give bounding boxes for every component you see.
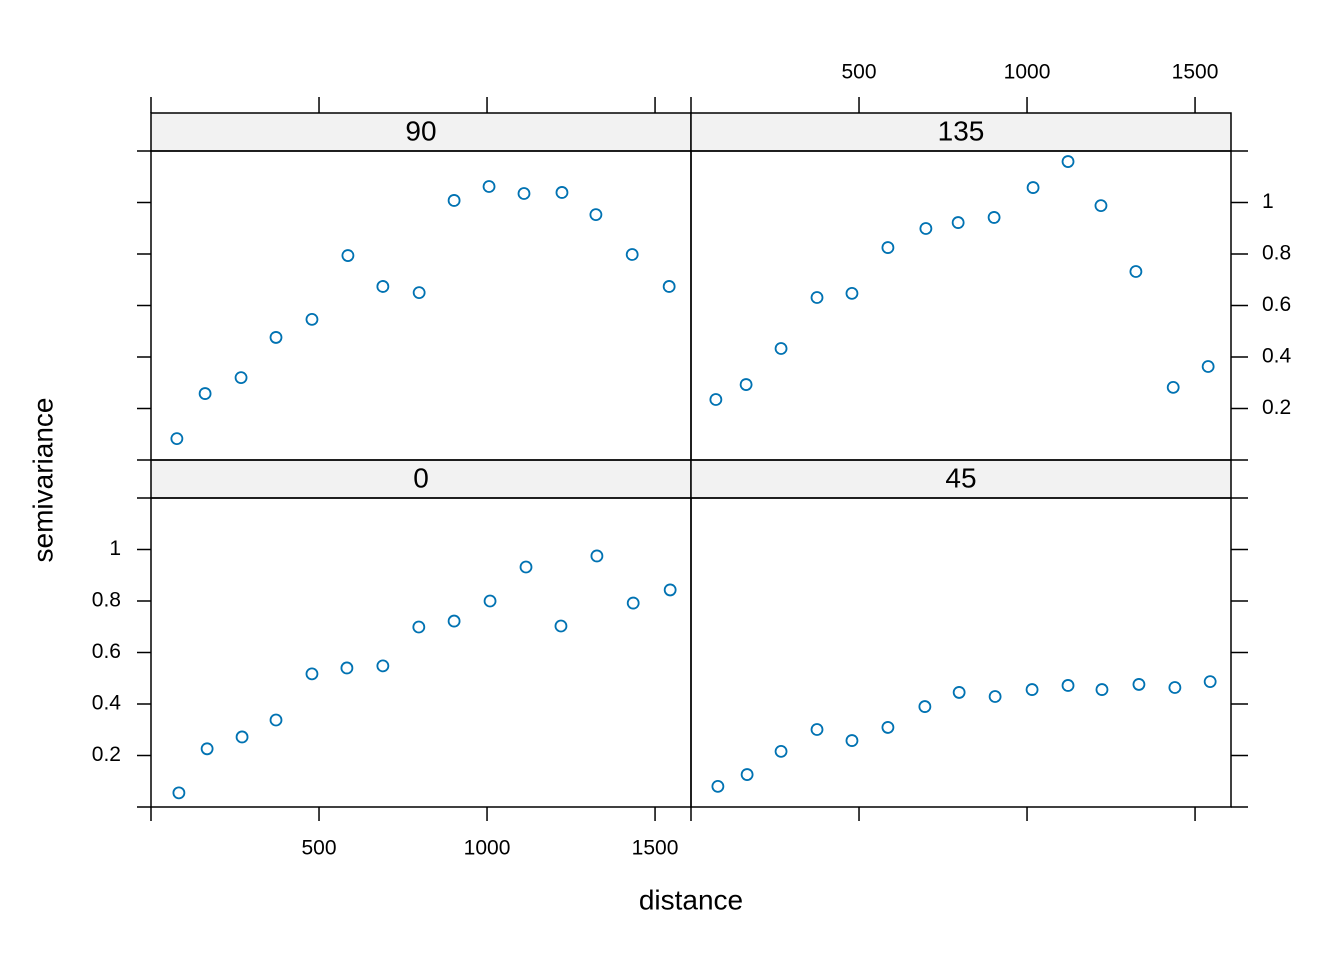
strip <box>150 112 692 152</box>
panel <box>690 150 1232 461</box>
point <box>1025 683 1039 696</box>
x-tick-label: 1000 <box>464 837 511 860</box>
panel <box>150 497 692 808</box>
y-tick-label: 0.2 <box>1262 396 1291 419</box>
point <box>1129 265 1143 278</box>
point <box>447 614 461 628</box>
point <box>554 619 568 633</box>
x-tick-label: 1000 <box>1004 61 1051 84</box>
x-tick-label: 500 <box>841 61 876 84</box>
point <box>305 313 319 326</box>
point <box>172 786 186 800</box>
point <box>663 583 677 597</box>
y-tick-label: 0.4 <box>1262 345 1292 368</box>
point <box>711 780 725 793</box>
point <box>951 216 965 229</box>
strip <box>690 112 1232 152</box>
point <box>774 744 788 758</box>
point <box>918 700 932 713</box>
panel-title: 45 <box>945 462 976 493</box>
point <box>305 667 319 681</box>
point <box>234 371 248 385</box>
y-tick-label: 1 <box>1262 190 1274 213</box>
x-tick-label: 1500 <box>632 837 679 860</box>
point <box>1203 675 1217 688</box>
panel-title: 135 <box>938 115 985 146</box>
point <box>919 222 933 235</box>
point <box>447 194 461 207</box>
y-axis-label: semivariance <box>27 398 58 563</box>
point <box>1061 679 1075 692</box>
point <box>589 208 603 222</box>
y-tick-label: 0.8 <box>1262 242 1291 265</box>
strip <box>690 459 1232 499</box>
y-tick-label: 0.2 <box>92 743 121 766</box>
point <box>198 387 212 400</box>
panel <box>690 497 1232 808</box>
point <box>1166 380 1180 394</box>
point <box>1132 678 1146 691</box>
x-tick-label: 1500 <box>1172 61 1219 84</box>
point <box>845 286 859 300</box>
y-tick-label: 0.6 <box>92 640 121 663</box>
y-tick-label: 0.8 <box>92 589 121 612</box>
point <box>1095 683 1109 696</box>
point <box>662 280 676 293</box>
point <box>739 378 753 391</box>
point <box>1168 681 1182 694</box>
point <box>376 280 390 293</box>
point <box>987 211 1001 224</box>
point <box>269 331 283 344</box>
point <box>519 560 533 574</box>
point <box>881 721 895 734</box>
point <box>340 661 354 675</box>
point <box>341 249 355 262</box>
point <box>740 768 754 781</box>
point <box>709 393 723 406</box>
panel <box>150 150 692 461</box>
strip <box>150 459 692 499</box>
point <box>952 686 966 699</box>
point <box>412 620 426 634</box>
point <box>810 291 824 304</box>
point <box>235 730 249 744</box>
point <box>483 594 497 608</box>
point <box>881 241 895 254</box>
point <box>269 713 283 727</box>
y-tick-label: 1 <box>109 537 121 560</box>
x-tick-label: 500 <box>301 837 336 860</box>
panel-title: 90 <box>405 115 436 146</box>
x-axis-label: distance <box>639 884 743 915</box>
point <box>625 248 639 261</box>
point <box>810 723 824 736</box>
point <box>1094 199 1108 212</box>
point <box>376 659 390 673</box>
point <box>517 187 531 200</box>
point <box>1061 155 1075 168</box>
y-tick-label: 0.4 <box>92 692 122 715</box>
point <box>170 432 184 446</box>
point <box>482 180 496 193</box>
y-tick-label: 0.6 <box>1262 293 1291 316</box>
point <box>626 596 640 610</box>
point <box>774 342 788 355</box>
point <box>412 286 426 300</box>
point <box>555 186 569 199</box>
point <box>988 690 1002 703</box>
point <box>200 742 214 756</box>
point <box>1026 181 1040 194</box>
panel-title: 0 <box>413 462 429 493</box>
point <box>845 734 859 747</box>
point <box>590 549 604 563</box>
point <box>1201 360 1215 373</box>
